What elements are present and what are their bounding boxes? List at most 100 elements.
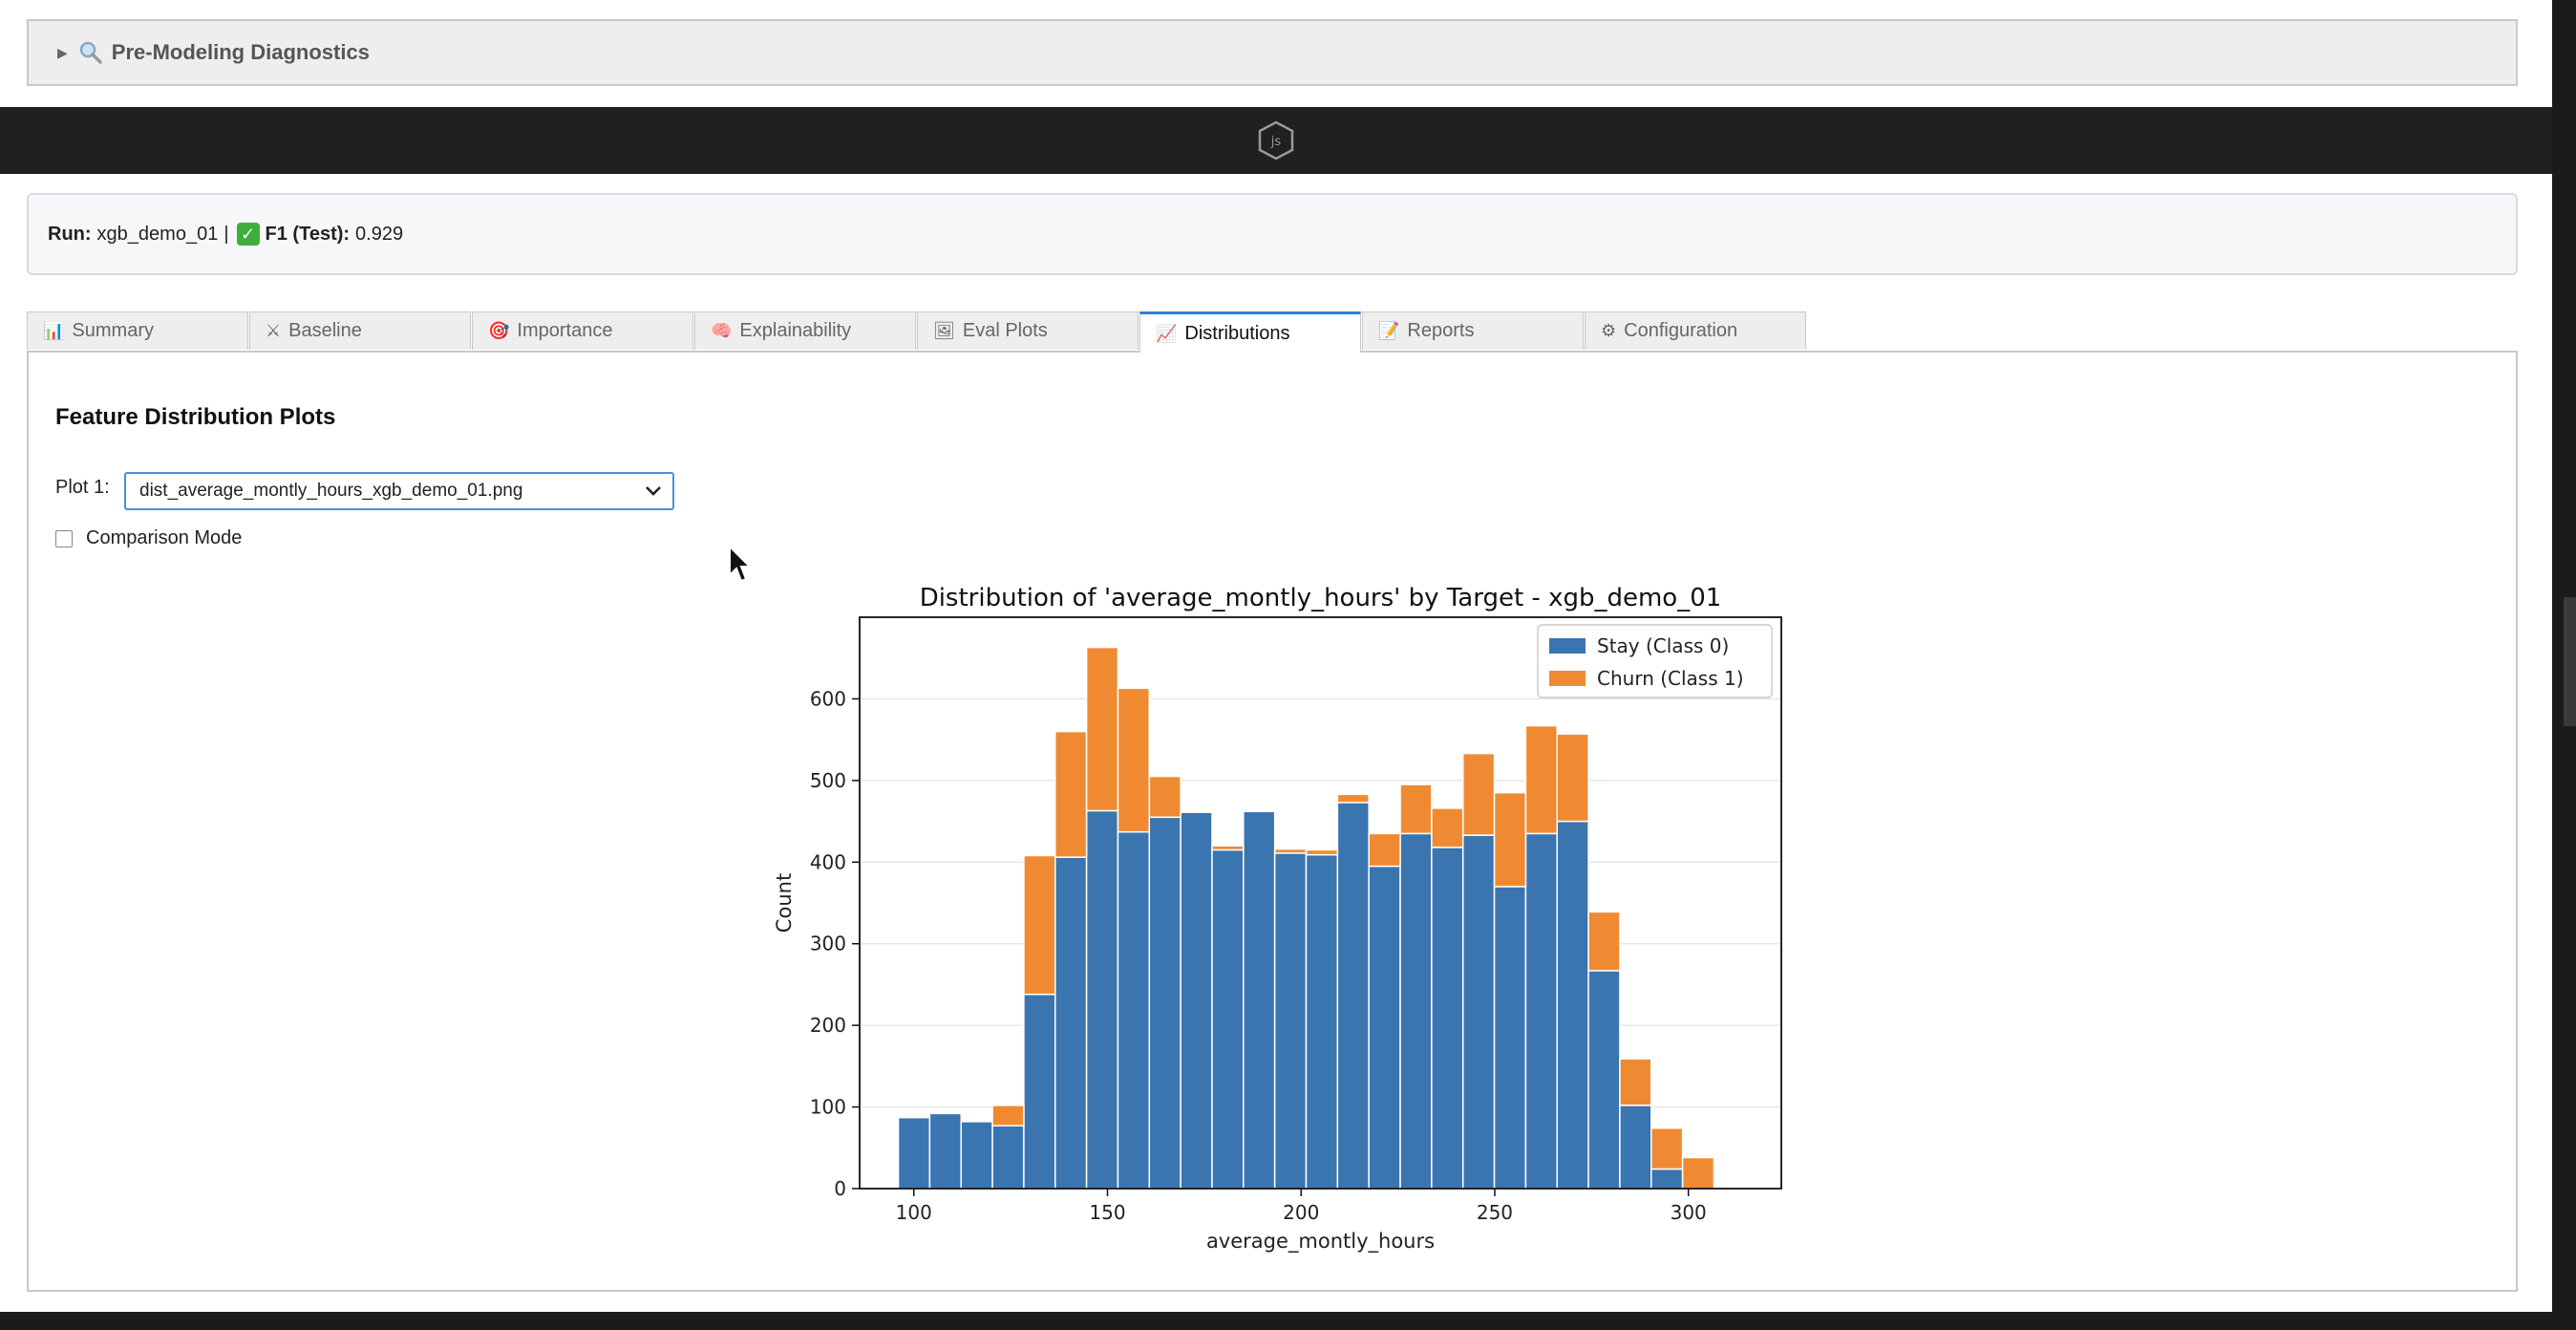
churn-bar	[1493, 791, 1527, 888]
pre-modeling-diagnostics-toggle[interactable]: ▶ Pre-Modeling Diagnostics	[27, 19, 2518, 86]
churn-bar	[1023, 854, 1056, 996]
brain-icon: 🧠	[711, 321, 733, 340]
tab-label: Importance	[517, 320, 613, 341]
stay-bar	[1650, 1168, 1684, 1190]
trend-chart-icon: 📈	[1156, 323, 1178, 343]
x-tick-label: 200	[1283, 1201, 1319, 1224]
stay-bar	[1461, 834, 1496, 1190]
legend-swatch	[1549, 671, 1586, 686]
y-tick-label: 400	[810, 850, 846, 873]
churn-bar	[1399, 783, 1433, 835]
magnifier-icon	[79, 41, 102, 64]
tab-label: Summary	[72, 320, 154, 341]
x-tick-label: 100	[896, 1201, 932, 1224]
stay-bar	[1148, 816, 1182, 1190]
stay-bar	[1211, 848, 1245, 1190]
comparison-mode-label: Comparison Mode	[86, 527, 243, 548]
churn-bar	[1587, 911, 1621, 972]
stay-bar	[897, 1116, 931, 1190]
distribution-chart: 100 150 200 250 300 0 100 200 300 400 500 600 Distri…	[773, 584, 1782, 1254]
tab-label: Eval Plots	[962, 320, 1048, 341]
churn-bar	[1148, 775, 1182, 819]
tab-importance[interactable]: 🎯 Importance	[472, 311, 693, 350]
chevron-down-icon	[646, 486, 661, 496]
y-tick-label: 200	[810, 1014, 846, 1037]
churn-bar	[1273, 847, 1308, 854]
stay-bar	[1368, 865, 1401, 1190]
stay-bar	[1117, 830, 1151, 1190]
run-value: xgb_demo_01	[96, 223, 219, 245]
tab-label: Configuration	[1624, 320, 1738, 341]
stay-bar	[1619, 1105, 1652, 1190]
x-tick-label: 250	[1477, 1201, 1513, 1224]
js-output-band: js	[0, 107, 2552, 174]
diagnostics-label: Pre-Modeling Diagnostics	[111, 40, 370, 64]
stay-bar	[928, 1112, 962, 1190]
stay-bar	[1556, 820, 1589, 1190]
legend-entry: Stay (Class 0)	[1597, 634, 1729, 657]
tab-baseline[interactable]: ⚔ Baseline	[249, 311, 471, 350]
tab-label: Explainability	[739, 320, 852, 341]
y-tick-label: 100	[810, 1096, 846, 1119]
churn-bar	[1556, 733, 1589, 823]
y-tick-label: 600	[810, 687, 846, 710]
y-tick-label: 500	[810, 769, 846, 792]
target-icon: 🎯	[488, 321, 510, 340]
caret-right-icon: ▶	[57, 44, 68, 60]
check-icon: ✓	[236, 223, 260, 246]
stay-bar	[1399, 832, 1433, 1190]
stay-bar	[1085, 809, 1119, 1190]
pencil-icon: 📝	[1378, 321, 1400, 340]
tab-label: Baseline	[288, 320, 362, 341]
js-hexagon-icon: js	[1258, 120, 1294, 161]
churn-bar	[1305, 848, 1339, 856]
churn-bar	[1054, 730, 1088, 858]
tab-label: Reports	[1407, 320, 1475, 341]
mouse-cursor-icon	[729, 545, 753, 583]
tab-reports[interactable]: 📝 Reports	[1362, 311, 1584, 350]
panel-title: Feature Distribution Plots	[55, 404, 336, 430]
y-axis-label: Count	[773, 873, 796, 933]
right-scrollbar-thumb[interactable]	[2564, 597, 2576, 726]
comparison-mode-row[interactable]: Comparison Mode	[55, 527, 242, 549]
legend-swatch	[1549, 638, 1586, 654]
metric-value: 0.929	[355, 223, 404, 245]
stay-bar	[1023, 993, 1056, 1190]
legend-entry: Churn (Class 1)	[1597, 667, 1744, 690]
plot-1-select[interactable]: dist_average_montly_hours_xgb_demo_01.pn…	[124, 472, 674, 510]
churn-bar	[1368, 832, 1401, 868]
bar-chart-icon: 📊	[43, 321, 65, 340]
stay-bar	[1273, 852, 1308, 1190]
tab-configuration[interactable]: ⚙ Configuration	[1585, 311, 1806, 350]
x-tick-label: 300	[1671, 1201, 1707, 1224]
tab-bar: 📊 Summary ⚔ Baseline 🎯 Importance 🧠 Explainabil…	[27, 311, 1807, 353]
plot-frame	[859, 616, 1782, 1190]
metric-label: F1 (Test):	[265, 223, 351, 245]
churn-bar	[991, 1105, 1025, 1126]
stay-bar	[1180, 811, 1213, 1190]
run-label: Run:	[48, 223, 92, 245]
x-tick-label: 150	[1089, 1201, 1125, 1224]
x-axis-label: average_montly_hours	[1206, 1230, 1435, 1254]
tab-explainability[interactable]: 🧠 Explainability	[694, 311, 916, 350]
tab-summary[interactable]: 📊 Summary	[27, 311, 248, 350]
churn-bar	[1117, 687, 1151, 833]
crossed-swords-icon: ⚔	[266, 321, 282, 340]
tab-eval-plots[interactable]: 🖼 Eval Plots	[917, 311, 1139, 350]
stay-bar	[1493, 886, 1527, 1190]
chart-title: Distribution of 'average_montly_hours' b…	[920, 584, 1722, 612]
stay-bar	[1524, 832, 1558, 1190]
tab-label: Distributions	[1184, 322, 1290, 344]
churn-bar	[1431, 807, 1464, 848]
picture-icon: 🖼	[933, 321, 955, 340]
stay-bar	[1336, 802, 1370, 1190]
stay-bar	[1243, 810, 1276, 1190]
svg-text:js: js	[1270, 135, 1282, 149]
comparison-mode-checkbox[interactable]	[55, 529, 73, 547]
churn-bar	[1461, 752, 1496, 836]
churn-bar	[1619, 1058, 1652, 1106]
tab-distributions[interactable]: 📈 Distributions	[1139, 311, 1361, 353]
legend-box	[1537, 624, 1773, 698]
run-separator: |	[224, 223, 229, 245]
stay-bar	[960, 1121, 993, 1190]
